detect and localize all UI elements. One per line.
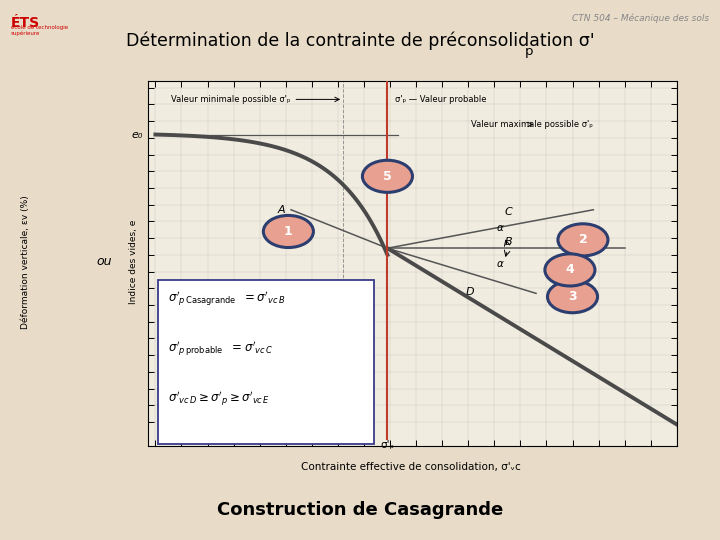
Text: B: B [505, 237, 513, 247]
Text: α: α [497, 259, 504, 268]
Text: $\sigma'_{p\,\rm probable}$  $= \sigma'_{vc\,C}$: $\sigma'_{p\,\rm probable}$ $= \sigma'_{… [168, 339, 274, 358]
Text: ÉTS: ÉTS [11, 16, 40, 30]
Text: p: p [525, 45, 534, 58]
Text: E: E [395, 168, 401, 178]
Text: Valeur maximale possible σ'ₚ: Valeur maximale possible σ'ₚ [471, 120, 593, 129]
Text: C: C [505, 207, 513, 217]
Text: Détermination de la contrainte de préconsolidation σ': Détermination de la contrainte de précon… [126, 31, 594, 50]
Circle shape [362, 160, 413, 192]
Text: CTN 504 – Mécanique des sols: CTN 504 – Mécanique des sols [572, 14, 709, 23]
Text: Déformation verticale, εv (%): Déformation verticale, εv (%) [21, 195, 30, 329]
Circle shape [547, 281, 598, 313]
Text: Valeur minimale possible σ'ₚ: Valeur minimale possible σ'ₚ [171, 95, 339, 104]
Text: D: D [466, 287, 474, 297]
Text: e₀: e₀ [131, 130, 143, 139]
Text: Indice des vides, e: Indice des vides, e [129, 220, 138, 304]
Text: 4: 4 [565, 264, 575, 276]
Text: $\sigma'_{vc\,D} \geq \sigma'_p \geq \sigma'_{vc\,E}$: $\sigma'_{vc\,D} \geq \sigma'_p \geq \si… [168, 389, 271, 408]
Text: 3: 3 [568, 290, 577, 303]
Circle shape [558, 224, 608, 256]
Circle shape [545, 254, 595, 286]
Text: A: A [278, 205, 286, 215]
Circle shape [264, 215, 313, 247]
FancyBboxPatch shape [158, 280, 374, 444]
Text: Contrainte effective de consolidation, σ'ᵥc: Contrainte effective de consolidation, σ… [300, 462, 521, 472]
Text: 1: 1 [284, 225, 293, 238]
Text: $\sigma'_{p\,\rm Casagrande}$  $= \sigma'_{vc\,B}$: $\sigma'_{p\,\rm Casagrande}$ $= \sigma'… [168, 289, 286, 308]
Text: école de technologie
supérieure: école de technologie supérieure [11, 24, 68, 36]
Text: 5: 5 [383, 170, 392, 183]
Text: ou: ou [96, 255, 112, 268]
Text: σ'ₚ — Valeur probable: σ'ₚ — Valeur probable [395, 95, 487, 104]
Text: 2: 2 [579, 233, 588, 246]
Text: α: α [497, 223, 504, 233]
Text: σ'ₚ: σ'ₚ [380, 441, 395, 450]
Text: Construction de Casagrande: Construction de Casagrande [217, 501, 503, 519]
